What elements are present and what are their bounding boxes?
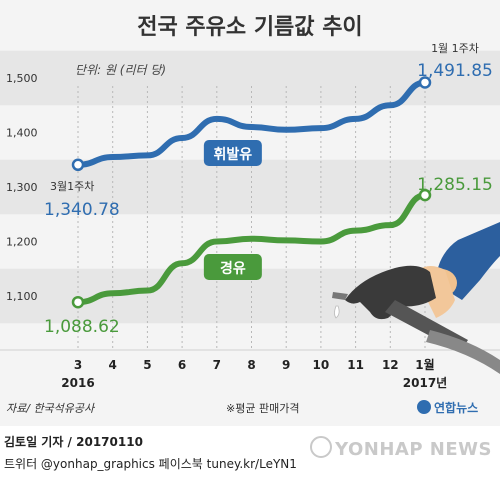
end-date-label: 1월 1주차: [431, 42, 479, 55]
series-endpoint-marker: [71, 158, 85, 172]
x-tick-label: 6: [178, 358, 186, 372]
series-name-badge: [203, 254, 262, 280]
y-axis-ticks: 1,100 1,200 1,300 1,400 1,500: [6, 72, 38, 303]
social-text: 트위터 @yonhap_graphics 페이스북 tuney.kr/LeYN1: [4, 457, 297, 471]
watermark: YONHAP NEWS: [310, 436, 492, 460]
x-sublabel-start: 2016: [61, 376, 94, 390]
series-endpoint-marker: [71, 295, 85, 309]
y-tick-label: 1,100: [6, 290, 38, 303]
grid-band: [0, 50, 500, 106]
y-tick-label: 1,300: [6, 181, 38, 194]
x-tick-label: 10: [313, 358, 330, 372]
series-endpoint-marker: [418, 188, 432, 202]
y-tick-label: 1,500: [6, 72, 38, 85]
credit-text: 김토일 기자 / 20170110: [4, 435, 143, 449]
series-labels: 휘발유 3월1주차 1,340.78 1월 1주차 1,491.85 경유 1,088.62…: [44, 42, 493, 337]
x-tick-label: 5: [143, 358, 151, 372]
unit-label: 단위: 원 (리터 당): [75, 63, 166, 77]
x-tick-label: 1월: [415, 357, 434, 372]
y-tick-label: 1,200: [6, 236, 38, 249]
start-value-label: 1,088.62: [44, 317, 120, 337]
grid-band: [0, 159, 500, 215]
x-tick-label: 12: [382, 358, 399, 372]
end-value-label: 1,285.15: [417, 175, 493, 195]
x-axis-ticks: 3 4 5 6 7 8 9 10 11 12 1월 2016 2017년: [61, 357, 447, 390]
source-label: 자료/ 한국석유공사: [6, 402, 96, 415]
price-trend-chart: 1,100 1,200 1,300 1,400 1,500 3 4 5 6 7 8 9 10 11 12 1…: [0, 0, 500, 426]
x-tick-label: 4: [109, 358, 117, 372]
footer: 김토일 기자 / 20170110 트위터 @yonhap_graphics 페…: [0, 426, 500, 479]
start-value-label: 1,340.78: [44, 200, 120, 220]
series-name-label: 경유: [220, 260, 246, 277]
x-tick-label: 3: [74, 358, 82, 372]
x-tick-label: 7: [213, 358, 221, 372]
watermark-icon: [310, 436, 333, 458]
x-tick-label: 8: [247, 358, 255, 372]
x-tick-label: 11: [347, 358, 364, 372]
fuel-nozzle-icon: [332, 222, 500, 374]
series-group: [71, 76, 432, 309]
end-value-label: 1,491.85: [417, 61, 493, 81]
watermark-text: YONHAP NEWS: [335, 439, 492, 460]
chart-title: 전국 주유소 기름값 추이: [137, 15, 362, 40]
series-name-badge: [203, 140, 262, 166]
series-line-0: [75, 79, 428, 168]
x-sublabel-end: 2017년: [403, 376, 447, 390]
series-name-label: 휘발유: [214, 146, 253, 163]
note-label: ※평균 판매가격: [226, 402, 299, 415]
series-line-1: [75, 192, 428, 306]
series-endpoint-marker: [418, 76, 432, 89]
logo-text: 연합뉴스: [434, 400, 478, 415]
yonhap-logo: 연합뉴스: [417, 400, 478, 415]
x-tick-label: 9: [282, 358, 290, 372]
start-date-label: 3월1주차: [50, 180, 94, 193]
y-tick-label: 1,400: [6, 127, 38, 140]
